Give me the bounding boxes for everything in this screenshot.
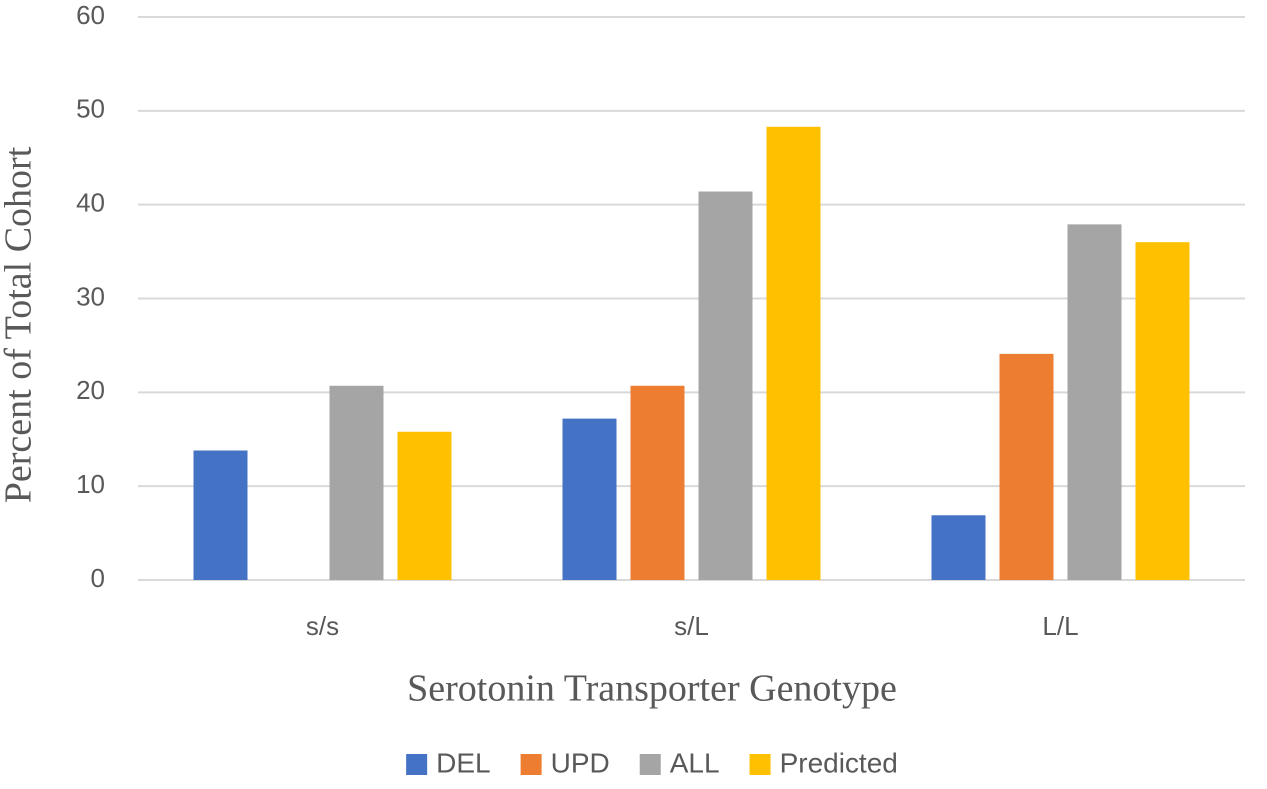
- bar: [1135, 242, 1190, 580]
- legend-label: ALL: [670, 747, 720, 778]
- y-tick-label: 10: [76, 469, 105, 499]
- legend-label: Predicted: [780, 747, 898, 778]
- x-axis-title: Serotonin Transporter Genotype: [407, 668, 897, 710]
- bar: [999, 353, 1054, 580]
- bar: [630, 385, 685, 580]
- bar: [766, 126, 821, 580]
- y-tick-label: 30: [76, 281, 105, 311]
- y-tick-label: 40: [76, 188, 105, 218]
- bar: [931, 515, 986, 580]
- legend-swatch: [749, 754, 771, 775]
- bar: [329, 385, 384, 580]
- legend-swatch: [406, 754, 428, 775]
- y-tick-label: 50: [76, 94, 105, 124]
- y-axis-title: Percent of Total Cohort: [0, 146, 40, 503]
- legend-label: UPD: [551, 747, 610, 778]
- bar: [1067, 224, 1122, 580]
- bar: [193, 450, 248, 580]
- bar: [562, 418, 617, 580]
- legend-swatch: [639, 754, 661, 775]
- legend-swatch: [520, 754, 542, 775]
- bar: [397, 431, 452, 580]
- x-tick-label: s/s: [306, 611, 339, 641]
- bar: [698, 191, 753, 580]
- x-tick-label: L/L: [1042, 611, 1078, 641]
- y-tick-label: 0: [91, 563, 105, 593]
- y-tick-label: 60: [76, 0, 105, 30]
- y-tick-label: 20: [76, 375, 105, 405]
- x-tick-label: s/L: [674, 611, 709, 641]
- legend-label: DEL: [436, 747, 490, 778]
